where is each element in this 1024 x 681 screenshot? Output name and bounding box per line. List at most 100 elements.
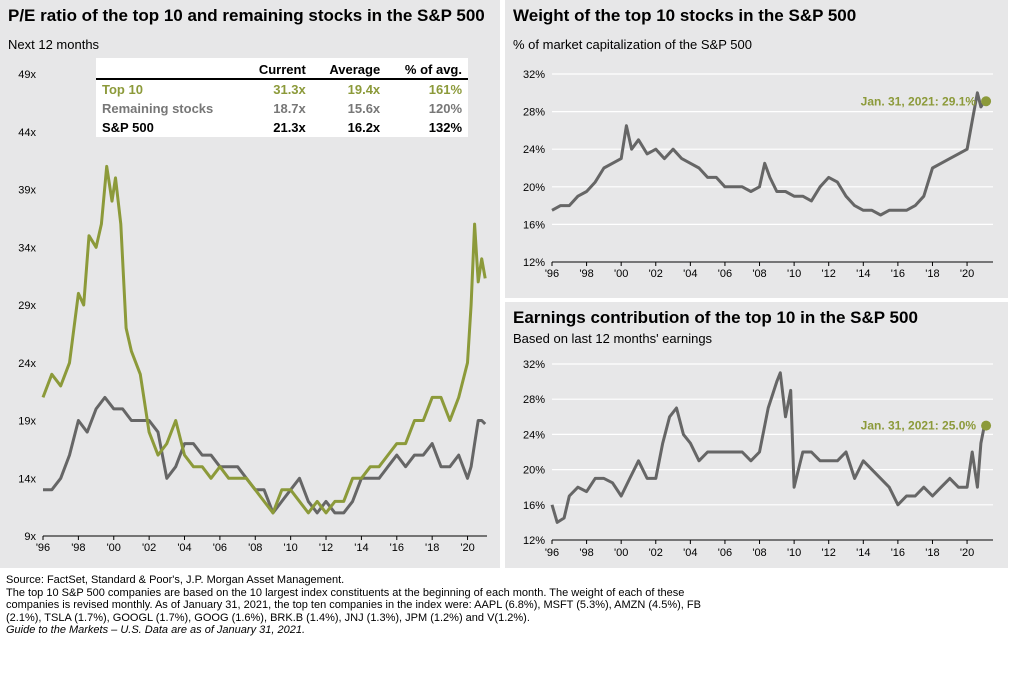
x-tick-label: '08	[752, 268, 766, 280]
x-tick-label: '16	[891, 547, 905, 559]
y-tick-label: 28%	[523, 107, 545, 119]
x-tick-label: '14	[856, 547, 870, 559]
x-tick-label: '04	[683, 268, 697, 280]
stats-average-value: 15.6x	[347, 101, 381, 116]
y-tick-label: 32%	[523, 359, 545, 371]
stats-header-blank	[96, 58, 242, 80]
x-tick-label: '00	[107, 542, 121, 554]
pe-chart-subtitle: Next 12 months	[8, 37, 100, 52]
x-tick-label: '06	[718, 547, 732, 559]
x-tick-label: '00	[614, 547, 628, 559]
weight-panel: Weight of the top 10 stocks in the S&P 5…	[505, 0, 1008, 298]
x-tick-label: '16	[891, 268, 905, 280]
stats-header-row: Current Average % of avg.	[96, 58, 468, 80]
earnings-chart-subtitle: Based on last 12 months' earnings	[513, 331, 713, 346]
weight-chart-title: Weight of the top 10 stocks in the S&P 5…	[513, 6, 857, 25]
y-tick-label: 28%	[523, 394, 545, 406]
x-tick-label: '04	[177, 542, 191, 554]
series-line-series	[551, 91, 986, 217]
pe-ratio-panel: P/E ratio of the top 10 and remaining st…	[0, 0, 500, 568]
stats-pct-value: 120%	[428, 101, 462, 116]
x-tick-label: '10	[787, 268, 801, 280]
stats-average-value: 19.4x	[347, 82, 381, 97]
x-tick-label: '10	[787, 547, 801, 559]
x-tick-label: '12	[822, 268, 836, 280]
series-line-top-10	[41, 164, 487, 515]
methodology-note: (2.1%), TSLA (1.7%), GOOGL (1.7%), GOOG …	[6, 611, 530, 624]
methodology-note: companies is revised monthly. As of Janu…	[6, 599, 701, 611]
y-tick-label: 16%	[523, 500, 545, 512]
y-tick-label: 14x	[18, 473, 36, 485]
earnings-chart-title: Earnings contribution of the top 10 in t…	[513, 308, 918, 327]
x-tick-label: '98	[579, 268, 593, 280]
series-line-remaining-stocks	[43, 395, 487, 515]
stats-header-pct: % of avg.	[386, 58, 468, 80]
y-tick-label: 20%	[523, 465, 545, 477]
earnings-chart: 12% 16% 20% 24% 28% 32% '96 '98 '00 '02 '04 '06 '08 '…	[523, 359, 993, 559]
weight-chart: 12% 16% 20% 24% 28% 32% '96 '98 '00 '02 '04 '06 '08 '…	[523, 69, 993, 280]
x-tick-label: '18	[925, 547, 939, 559]
y-tick-label: 20%	[523, 182, 545, 194]
y-tick-label: 24x	[18, 358, 36, 370]
x-tick-label: '20	[960, 547, 974, 559]
stats-current-value: 21.3x	[273, 120, 306, 135]
x-tick-label: '16	[390, 542, 404, 554]
x-tick-label: '20	[960, 268, 974, 280]
x-tick-label: '96	[545, 547, 559, 559]
x-tick-label: '04	[683, 547, 697, 559]
pe-stats-table: Current Average % of avg. Top 10 31.3x 1…	[96, 58, 468, 137]
methodology-note: The top 10 S&P 500 companies are based o…	[6, 586, 685, 599]
x-tick-label: '96	[545, 268, 559, 280]
annotation-marker	[981, 96, 992, 107]
stats-current-value: 31.3x	[273, 82, 306, 97]
annotation-marker	[981, 420, 992, 431]
stats-row-label: Top 10	[102, 82, 143, 97]
stats-row-remaining: Remaining stocks 18.7x 15.6x 120%	[96, 99, 468, 118]
stats-row-label: S&P 500	[102, 120, 154, 135]
x-tick-label: '98	[71, 542, 85, 554]
x-tick-label: '14	[856, 268, 870, 280]
y-tick-label: 29x	[18, 300, 36, 312]
y-tick-label: 44x	[18, 127, 36, 139]
x-tick-label: '02	[142, 542, 156, 554]
earnings-panel: Earnings contribution of the top 10 in t…	[505, 302, 1008, 568]
pe-chart-title: P/E ratio of the top 10 and remaining st…	[8, 6, 485, 25]
pe-ratio-chart: 9x 14x 19x 24x 29x 34x 39x 44x 49x '96 '98 '00 '02 '0…	[18, 69, 487, 554]
x-tick-label: '12	[319, 542, 333, 554]
stats-average-value: 16.2x	[347, 120, 381, 135]
x-tick-label: '20	[460, 542, 474, 554]
source-note: Source: FactSet, Standard & Poor's, J.P.…	[6, 574, 345, 586]
annotation-label: Jan. 31, 2021: 29.1%	[861, 94, 977, 108]
stats-header-average: Average	[311, 58, 387, 80]
x-tick-label: '06	[718, 268, 732, 280]
stats-pct-value: 132%	[428, 120, 462, 135]
x-tick-label: '96	[36, 542, 50, 554]
y-tick-label: 9x	[24, 531, 36, 543]
x-tick-label: '08	[752, 547, 766, 559]
y-tick-label: 32%	[523, 69, 545, 81]
stats-pct-value: 161%	[428, 82, 462, 97]
x-tick-label: '12	[822, 547, 836, 559]
stats-current-value: 18.7x	[273, 101, 306, 116]
series-line-series	[550, 371, 986, 524]
x-tick-label: '08	[248, 542, 262, 554]
guide-note: Guide to the Markets – U.S. Data are as …	[6, 624, 305, 636]
x-tick-label: '02	[649, 268, 663, 280]
y-tick-label: 12%	[523, 535, 545, 547]
x-tick-label: '98	[579, 547, 593, 559]
y-tick-label: 24%	[523, 429, 545, 441]
x-tick-label: '18	[425, 542, 439, 554]
weight-chart-subtitle: % of market capitalization of the S&P 50…	[513, 37, 752, 52]
y-tick-label: 49x	[18, 69, 36, 81]
x-tick-label: '02	[649, 547, 663, 559]
y-tick-label: 19x	[18, 416, 36, 428]
y-tick-label: 39x	[18, 185, 36, 197]
y-tick-label: 12%	[523, 257, 545, 269]
stats-row-label: Remaining stocks	[102, 101, 214, 116]
x-tick-label: '14	[354, 542, 368, 554]
x-tick-label: '06	[213, 542, 227, 554]
footnotes: Source: FactSet, Standard & Poor's, J.P.…	[6, 574, 806, 637]
x-tick-label: '00	[614, 268, 628, 280]
y-tick-label: 24%	[523, 144, 545, 156]
y-tick-label: 34x	[18, 242, 36, 254]
